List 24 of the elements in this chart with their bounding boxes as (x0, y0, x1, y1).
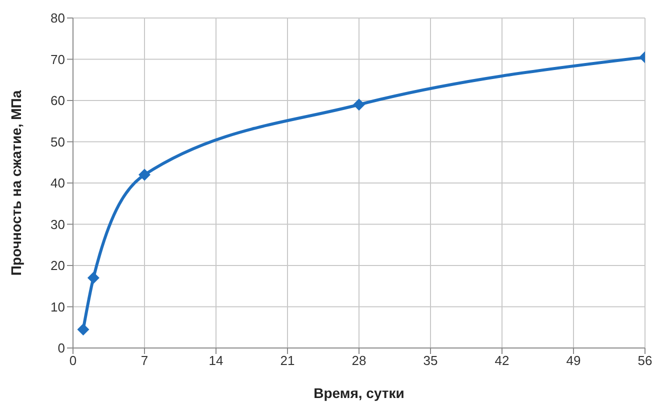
y-tick-label: 10 (50, 299, 65, 314)
x-tick-label: 0 (69, 353, 77, 368)
point (353, 98, 365, 111)
y-tick-label: 40 (50, 176, 65, 191)
x-tick-label: 56 (638, 353, 652, 368)
x-tick-label: 28 (352, 353, 366, 368)
point (138, 168, 150, 181)
y-tick-label: 20 (50, 258, 65, 274)
y-tick-label: 30 (50, 216, 65, 232)
x-axis-title: Время, сутки (314, 385, 404, 401)
x-tick-label: 49 (566, 353, 581, 368)
y-tick-label: 60 (50, 93, 65, 108)
y-axis-title: Прочность на сжатие, МПа (8, 90, 24, 276)
y-tick-label: 50 (50, 134, 65, 150)
y-tick-label: 80 (50, 10, 65, 26)
x-tick-label: 21 (280, 353, 295, 368)
x-tick-label: 7 (140, 353, 148, 368)
x-tick-label: 42 (494, 353, 510, 368)
y-tick-label: 0 (58, 340, 65, 356)
x-tick-label: 35 (423, 353, 438, 368)
point (77, 323, 90, 336)
y-tick-label: 70 (50, 52, 65, 67)
point (87, 272, 100, 284)
x-tick-label: 14 (208, 353, 224, 368)
